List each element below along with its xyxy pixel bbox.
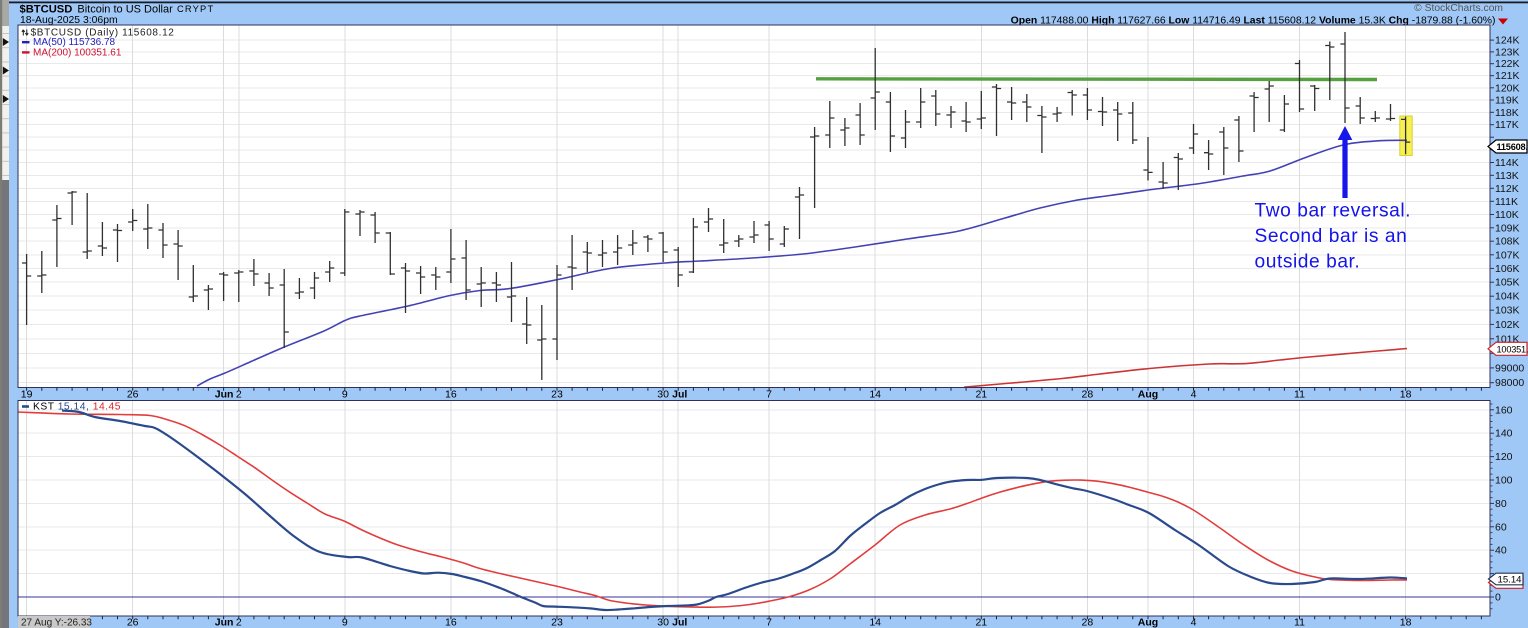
svg-text:106K: 106K xyxy=(1495,263,1520,275)
svg-text:99000: 99000 xyxy=(1495,362,1524,374)
svg-text:112K: 112K xyxy=(1495,183,1519,195)
svg-text:© StockCharts.com: © StockCharts.com xyxy=(1414,3,1503,14)
svg-text:MA(50) 115736.78: MA(50) 115736.78 xyxy=(33,37,116,48)
svg-text:KST 15.14, 14.45: KST 15.14, 14.45 xyxy=(33,402,121,413)
svg-text:16: 16 xyxy=(445,389,457,401)
svg-text:$BTCUSD (Daily) 115608.12: $BTCUSD (Daily) 115608.12 xyxy=(31,28,175,39)
svg-text:119K: 119K xyxy=(1495,95,1519,107)
svg-text:160: 160 xyxy=(1495,404,1513,416)
svg-text:118K: 118K xyxy=(1495,107,1519,119)
svg-text:Jun: Jun xyxy=(215,617,234,628)
svg-text:102K: 102K xyxy=(1495,319,1520,331)
svg-text:21: 21 xyxy=(975,389,987,401)
svg-text:120K: 120K xyxy=(1495,82,1520,94)
svg-text:100351.: 100351. xyxy=(1497,344,1528,354)
svg-text:9: 9 xyxy=(342,389,348,401)
svg-text:113K: 113K xyxy=(1495,170,1519,182)
svg-text:CRYPT: CRYPT xyxy=(177,4,214,14)
svg-text:2: 2 xyxy=(236,389,242,401)
svg-text:Second bar is an: Second bar is an xyxy=(1255,226,1408,247)
svg-text:7: 7 xyxy=(766,617,772,628)
svg-text:26: 26 xyxy=(127,617,139,628)
svg-text:outside bar.: outside bar. xyxy=(1255,252,1361,273)
svg-text:7: 7 xyxy=(766,389,772,401)
svg-text:4: 4 xyxy=(1191,389,1197,401)
svg-text:122K: 122K xyxy=(1495,58,1520,70)
svg-text:108K: 108K xyxy=(1495,236,1520,248)
svg-text:111K: 111K xyxy=(1495,196,1518,208)
svg-text:60: 60 xyxy=(1495,521,1507,533)
svg-text:120: 120 xyxy=(1495,451,1513,463)
svg-text:Aug: Aug xyxy=(1138,617,1158,628)
svg-text:100: 100 xyxy=(1495,475,1513,487)
svg-text:18: 18 xyxy=(1400,617,1412,628)
svg-text:26: 26 xyxy=(127,389,139,401)
svg-text:104K: 104K xyxy=(1495,291,1520,303)
svg-text:40: 40 xyxy=(1495,545,1507,557)
svg-text:0: 0 xyxy=(1495,592,1501,604)
svg-text:30: 30 xyxy=(657,389,669,401)
svg-text:14: 14 xyxy=(869,617,881,628)
svg-text:115608.: 115608. xyxy=(1497,142,1528,152)
svg-text:Jul: Jul xyxy=(672,617,687,628)
svg-text:28: 28 xyxy=(1082,389,1094,401)
svg-text:15.14: 15.14 xyxy=(1498,575,1523,586)
svg-text:4: 4 xyxy=(1191,617,1197,628)
svg-text:23: 23 xyxy=(551,389,563,401)
svg-text:Aug: Aug xyxy=(1138,389,1158,401)
svg-text:121K: 121K xyxy=(1495,70,1520,82)
svg-text:19: 19 xyxy=(21,389,33,401)
svg-text:2: 2 xyxy=(236,617,242,628)
svg-text:110K: 110K xyxy=(1495,209,1519,221)
svg-text:11: 11 xyxy=(1294,389,1305,401)
svg-text:Bitcoin to US Dollar: Bitcoin to US Dollar xyxy=(77,4,173,16)
svg-text:21: 21 xyxy=(975,617,987,628)
svg-text:Jul: Jul xyxy=(672,389,687,401)
svg-text:105K: 105K xyxy=(1495,277,1520,289)
svg-text:28: 28 xyxy=(1082,617,1094,628)
svg-text:9: 9 xyxy=(342,617,348,628)
svg-text:98000: 98000 xyxy=(1495,377,1524,389)
svg-text:117K: 117K xyxy=(1495,119,1519,131)
svg-text:Two bar reversal.: Two bar reversal. xyxy=(1255,201,1412,222)
svg-text:123K: 123K xyxy=(1495,46,1520,58)
svg-text:14: 14 xyxy=(869,389,881,401)
svg-text:109K: 109K xyxy=(1495,222,1520,234)
svg-text:MA(200) 100351.61: MA(200) 100351.61 xyxy=(33,47,122,58)
svg-text:103K: 103K xyxy=(1495,305,1520,317)
svg-text:27 Aug Y:-26.33: 27 Aug Y:-26.33 xyxy=(21,618,92,628)
svg-text:140: 140 xyxy=(1495,428,1513,440)
svg-text:107K: 107K xyxy=(1495,249,1520,261)
svg-text:$BTCUSD: $BTCUSD xyxy=(20,4,73,16)
svg-text:11: 11 xyxy=(1294,617,1305,628)
svg-text:Jun: Jun xyxy=(215,389,234,401)
svg-text:16: 16 xyxy=(445,617,457,628)
svg-text:30: 30 xyxy=(657,617,669,628)
svg-text:23: 23 xyxy=(551,617,563,628)
svg-text:18: 18 xyxy=(1400,389,1412,401)
svg-text:124K: 124K xyxy=(1495,35,1520,47)
svg-text:114K: 114K xyxy=(1495,157,1519,169)
svg-text:80: 80 xyxy=(1495,498,1507,510)
svg-text:Open 117488.00 High 117627.66: Open 117488.00 High 117627.66 Low 114716… xyxy=(1011,16,1496,27)
svg-text:18-Aug-2025 3:06pm: 18-Aug-2025 3:06pm xyxy=(20,15,118,26)
